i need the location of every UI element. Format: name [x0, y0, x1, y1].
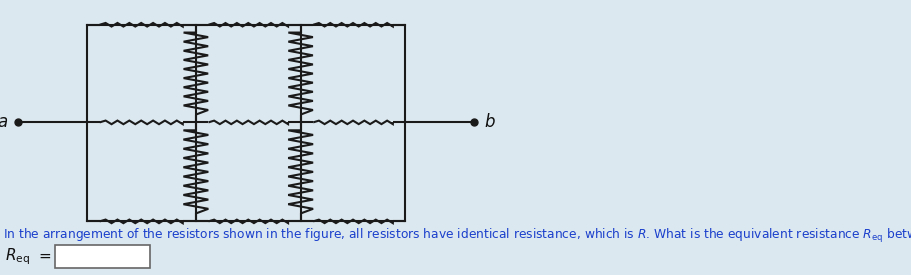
Text: =: =	[38, 249, 51, 264]
Text: b: b	[485, 113, 496, 131]
Bar	[55, 245, 150, 268]
Text: $\mathit{R}_{\rm eq}$: $\mathit{R}_{\rm eq}$	[5, 246, 29, 266]
Text: In the arrangement of the resistors shown in the figure, all resistors have iden: In the arrangement of the resistors show…	[3, 227, 911, 245]
Text: a: a	[0, 113, 7, 131]
